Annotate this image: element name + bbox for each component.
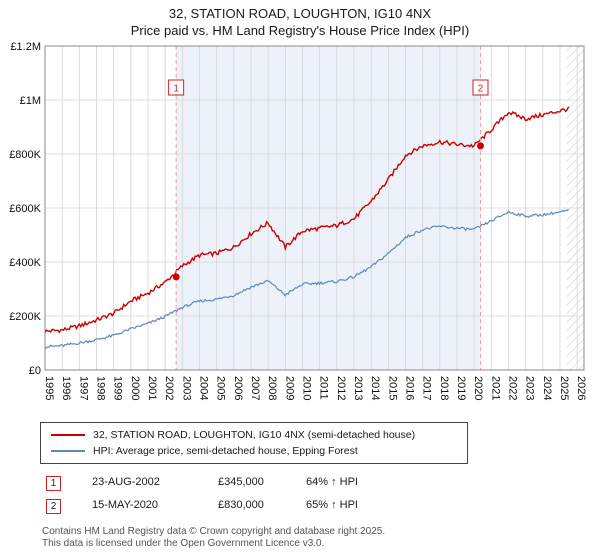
x-axis-tick-label: 2025: [558, 376, 570, 400]
x-axis-tick-label: 2013: [352, 376, 364, 400]
sale-1-hpi-delta: 64% ↑ HPI: [306, 476, 358, 488]
plot-border: [44, 45, 585, 371]
x-axis-tick-label: 2016: [403, 376, 415, 400]
sale-1-flag-number: 1: [173, 84, 179, 95]
x-axis-tick-label: 2024: [541, 376, 553, 400]
legend-label-property: 32, STATION ROAD, LOUGHTON, IG10 4NX (se…: [93, 429, 416, 441]
sale-2-price: £830,000: [218, 499, 264, 511]
x-axis-tick-label: 1998: [94, 376, 106, 400]
x-axis-tick-label: 2021: [489, 376, 501, 400]
footer-line-1: Contains HM Land Registry data © Crown c…: [42, 526, 386, 537]
x-axis-tick-label: 2009: [283, 376, 295, 400]
x-axis-tick-label: 2010: [300, 376, 312, 400]
x-axis-tick-label: 2018: [438, 376, 450, 400]
x-axis-tick-label: 1996: [60, 376, 72, 400]
y-axis-tick-label: £1.2M: [10, 41, 41, 53]
sale-2-hpi-delta: 65% ↑ HPI: [306, 499, 358, 511]
x-axis-tick-label: 2011: [318, 376, 330, 400]
x-axis-tick-label: 1999: [112, 376, 124, 400]
x-axis-tick-label: 2014: [369, 376, 381, 400]
hpi-line-swatch: [51, 450, 85, 452]
sale-1-number-badge: 1: [46, 476, 61, 491]
sale-2-flag-number: 2: [478, 84, 484, 95]
y-axis-tick-label: £0: [29, 365, 41, 377]
legend-label-hpi: HPI: Average price, semi-detached house,…: [93, 445, 358, 457]
sale-2-flag-box: [472, 79, 489, 96]
x-axis-tick-label: 2026: [575, 376, 587, 400]
x-axis-tick-label: 2022: [506, 376, 518, 400]
hpi-series-line: [44, 208, 569, 349]
x-axis-tick-label: 2017: [421, 376, 433, 400]
x-axis-tick-label: 2003: [180, 376, 192, 400]
x-axis-tick-label: 2020: [472, 376, 484, 400]
sale-2-date: 15-MAY-2020: [92, 499, 159, 511]
page-subtitle: Price paid vs. HM Land Registry's House …: [130, 23, 470, 38]
y-axis-tick-label: £1M: [20, 95, 41, 107]
legend-item-property: 32, STATION ROAD, LOUGHTON, IG10 4NX (se…: [47, 427, 461, 443]
x-axis-tick-label: 2006: [232, 376, 244, 400]
sale-2-number-badge: 2: [46, 499, 61, 514]
x-axis-tick-label: 2005: [215, 376, 227, 400]
sale-1-flag-box: [168, 79, 185, 96]
x-axis-tick-label: 1997: [77, 376, 89, 400]
property-series-line: [44, 106, 570, 334]
x-axis-tick-label: 2001: [146, 376, 158, 400]
sale-1-marker: [172, 273, 180, 281]
sale-annotation-1: 1 23-AUG-2002 £345,000 64% ↑ HPI: [0, 476, 600, 494]
x-axis-tick-label: 2023: [524, 376, 536, 400]
property-line-swatch: [51, 434, 85, 436]
y-axis-tick-label: £600K: [9, 203, 41, 215]
x-axis-tick-label: 2004: [197, 376, 209, 400]
legend-item-hpi: HPI: Average price, semi-detached house,…: [47, 443, 461, 459]
sale-2-marker: [476, 142, 484, 150]
footer-line-2: This data is licensed under the Open Gov…: [42, 538, 325, 549]
price-chart: 1 2 £0 £200K £400K £600K £800K £1M £1.2M 1995 1996…: [9, 41, 587, 400]
y-axis-tick-label: £800K: [9, 149, 41, 161]
x-axis-tick-label: 2002: [163, 376, 175, 400]
chart-legend: 32, STATION ROAD, LOUGHTON, IG10 4NX (se…: [40, 422, 468, 464]
page-title: 32, STATION ROAD, LOUGHTON, IG10 4NX: [168, 6, 432, 21]
x-axis-tick-label: 2012: [335, 376, 347, 400]
sale-1-date: 23-AUG-2002: [92, 476, 160, 488]
sale-1-price: £345,000: [218, 476, 264, 488]
x-axis-tick-label: 2000: [129, 376, 141, 400]
x-axis-tick-label: 1995: [43, 376, 55, 400]
y-axis-tick-label: £200K: [9, 311, 41, 323]
x-axis-tick-label: 2015: [386, 376, 398, 400]
x-axis-tick-label: 2019: [455, 376, 467, 400]
sale-annotation-2: 2 15-MAY-2020 £830,000 65% ↑ HPI: [0, 499, 600, 517]
x-axis-tick-label: 2007: [249, 376, 261, 400]
license-footer: Contains HM Land Registry data © Crown c…: [42, 526, 385, 550]
x-axis-tick-label: 2008: [266, 376, 278, 400]
y-axis-tick-label: £400K: [9, 257, 41, 269]
